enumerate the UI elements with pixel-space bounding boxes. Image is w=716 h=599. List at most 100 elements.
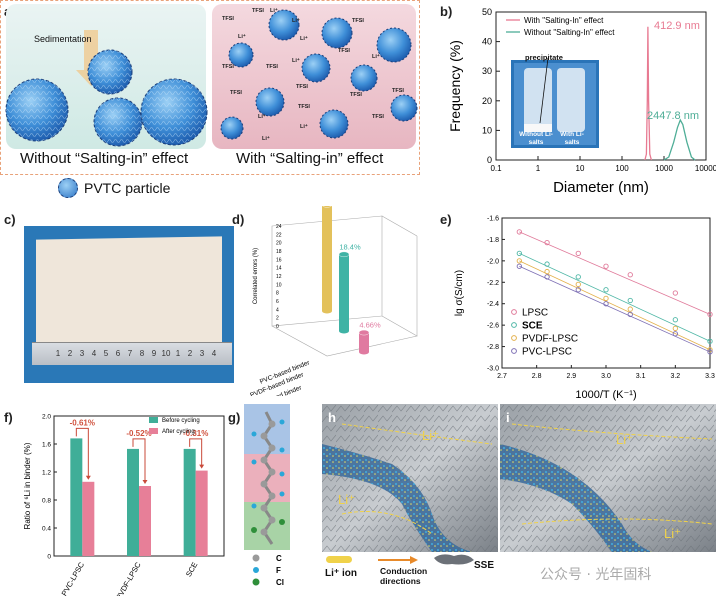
bar-base-2	[359, 349, 369, 355]
caption-without-salting-in: Without “Salting-in” effect	[20, 150, 189, 167]
change-bracket	[132, 438, 146, 482]
y-tick-label: -3.0	[487, 366, 499, 373]
y-tick-label: 40	[482, 37, 492, 47]
x-tick-label: 0.1	[490, 164, 502, 173]
bar	[139, 486, 151, 556]
li-label-4: Li⁺	[664, 526, 681, 541]
y-tick-label: 0	[276, 324, 279, 330]
data-point	[672, 317, 678, 323]
data-point	[672, 290, 678, 296]
ruler-number: 3	[199, 349, 205, 358]
ruler-number: 5	[103, 349, 109, 358]
change-arrowhead	[199, 464, 205, 469]
legend-f-label: F	[276, 566, 281, 575]
bar	[82, 481, 95, 556]
legend-label-2: PVDF-LPSC	[522, 334, 578, 345]
fit-line-3	[519, 265, 711, 353]
li-ion-legend-label: Li⁺ ion	[325, 568, 357, 579]
ion-label: Li⁺	[270, 7, 278, 14]
y-tick-label: 0.8	[42, 498, 51, 505]
legend-marker-2	[511, 335, 517, 341]
ion-label: Li⁺	[292, 57, 300, 64]
y-tick-label: 30	[482, 66, 492, 76]
data-point	[516, 250, 522, 257]
carbon-atoms	[260, 420, 276, 536]
y-tick-label: 16	[276, 257, 282, 263]
pvtc-legend-icon	[58, 178, 78, 198]
change-label-1: -0.52%	[126, 429, 151, 438]
ruler-numbers: 1 2 3 4 5 6 7 8 9 10 1 2 3 4	[52, 349, 220, 358]
panel-label-f: f)	[4, 410, 13, 425]
legend-label-1: After cycling	[162, 429, 195, 435]
caption-with-salting-in: With “Salting-in” effect	[236, 150, 384, 167]
y-tick-label: 14	[276, 266, 282, 272]
chart-b: 0.1 1 10 100 1000 10000 0 10 20 30 40 50 Diameter (n…	[447, 7, 716, 196]
x-tick-label: 3.2	[670, 373, 680, 380]
data-point	[516, 229, 522, 235]
panel-a-illustration: TFSI TFSI Li⁺ Li⁺ Li⁺ TFSI Li⁺ TFSI TFSI Li⁺ TFSI L…	[5, 7, 418, 147]
conduction-direction-legend-label: Conduction directions	[380, 566, 428, 586]
legend-cl-label: Cl	[276, 578, 284, 587]
y-tick-label: 22	[276, 232, 282, 238]
y-tick-label: 10	[482, 125, 492, 135]
y-tick-label: 6	[276, 299, 279, 305]
category-label-0: PVC-LPSC	[60, 560, 87, 596]
inset-without-li-salts: Without Li-salts	[519, 131, 553, 146]
ion-label: TFSI	[222, 16, 234, 22]
y-tick-label: -1.6	[487, 216, 499, 223]
data-point	[516, 263, 522, 269]
y-tick-label: 0	[47, 554, 51, 561]
bar	[183, 448, 196, 556]
legend-label-0: With "Salting-In" effect	[524, 16, 604, 25]
panel-label-e: e)	[440, 212, 452, 227]
legend-marker-3	[511, 348, 517, 354]
right-particles	[220, 9, 418, 140]
data-point	[575, 274, 581, 280]
panel-a: TFSI TFSI Li⁺ Li⁺ Li⁺ TFSI Li⁺ TFSI TFSI Li⁺ TFSI L…	[0, 0, 420, 175]
change-label-2: -0.31%	[183, 429, 208, 438]
sse-legend-icon	[434, 554, 474, 565]
data-point	[707, 347, 713, 353]
sse-legend-label: SSE	[474, 560, 495, 571]
legend-label-1: Without "Salting-In" effect	[524, 28, 615, 37]
y-tick-label: 12	[276, 274, 282, 280]
bar	[70, 438, 83, 556]
legend-c-dot	[252, 554, 260, 562]
y-tick-label: -2.4	[487, 301, 499, 308]
legend-c-label: C	[276, 554, 282, 563]
y-axis-title: Ratio of ⁶Li in binder (%)	[23, 442, 32, 529]
change-bracket	[75, 427, 89, 478]
ion-label: TFSI	[252, 8, 264, 14]
data-point	[603, 287, 609, 293]
change-label-0: -0.61%	[70, 418, 95, 427]
data-point	[627, 311, 633, 318]
data-point	[627, 306, 633, 312]
ruler-number: 10	[161, 349, 171, 358]
bar-top-0	[322, 206, 332, 208]
li-label-1: Li⁺	[422, 428, 439, 443]
y-tick-label: 4	[276, 307, 279, 313]
vial-inset-photo	[511, 57, 599, 148]
y-tick-label: -2.8	[487, 344, 499, 351]
y-tick-label: -2.0	[487, 258, 499, 265]
y-tick-label: -1.8	[487, 237, 499, 244]
x-tick-label: 100	[615, 164, 629, 173]
ion-label: Li⁺	[372, 53, 380, 60]
x-tick-label: 1	[536, 164, 541, 173]
bar-value-label-2: 4.66%	[359, 321, 381, 330]
y-tick-label: -2.6	[487, 323, 499, 330]
peak-label-with: 412.9 nm	[654, 20, 700, 32]
ion-label: TFSI	[298, 104, 310, 110]
fit-line-1	[519, 252, 711, 342]
ion-label: TFSI	[338, 48, 350, 54]
ruler-number: 6	[115, 349, 121, 358]
legend-swatch-1	[149, 428, 158, 434]
legend-marker-1	[511, 322, 517, 328]
data-point	[672, 325, 678, 332]
panel-label-d: d)	[232, 212, 245, 227]
y-tick-label: -2.2	[487, 280, 499, 287]
y-tick-label: 1.2	[42, 470, 51, 477]
panel-label-h: h	[328, 410, 336, 425]
ion-label: Li⁺	[262, 135, 270, 142]
ion-label: TFSI	[350, 92, 362, 98]
